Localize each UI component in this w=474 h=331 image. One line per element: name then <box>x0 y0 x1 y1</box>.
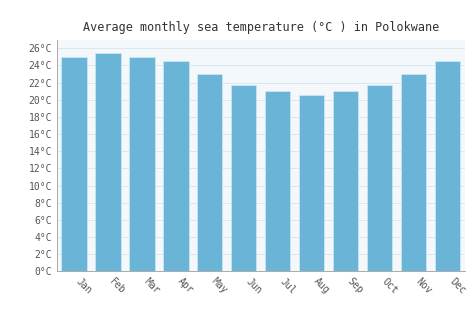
Bar <box>333 91 358 271</box>
Title: Average monthly sea temperature (°C ) in Polokwane: Average monthly sea temperature (°C ) in… <box>82 22 439 34</box>
Bar <box>299 96 324 271</box>
Bar <box>435 61 460 271</box>
Bar <box>265 91 291 271</box>
Bar <box>95 53 120 271</box>
Bar <box>367 85 392 271</box>
Bar <box>129 57 155 271</box>
Bar <box>163 61 189 271</box>
Bar <box>197 74 222 271</box>
Bar <box>231 85 256 271</box>
Bar <box>61 57 87 271</box>
Bar <box>401 74 426 271</box>
